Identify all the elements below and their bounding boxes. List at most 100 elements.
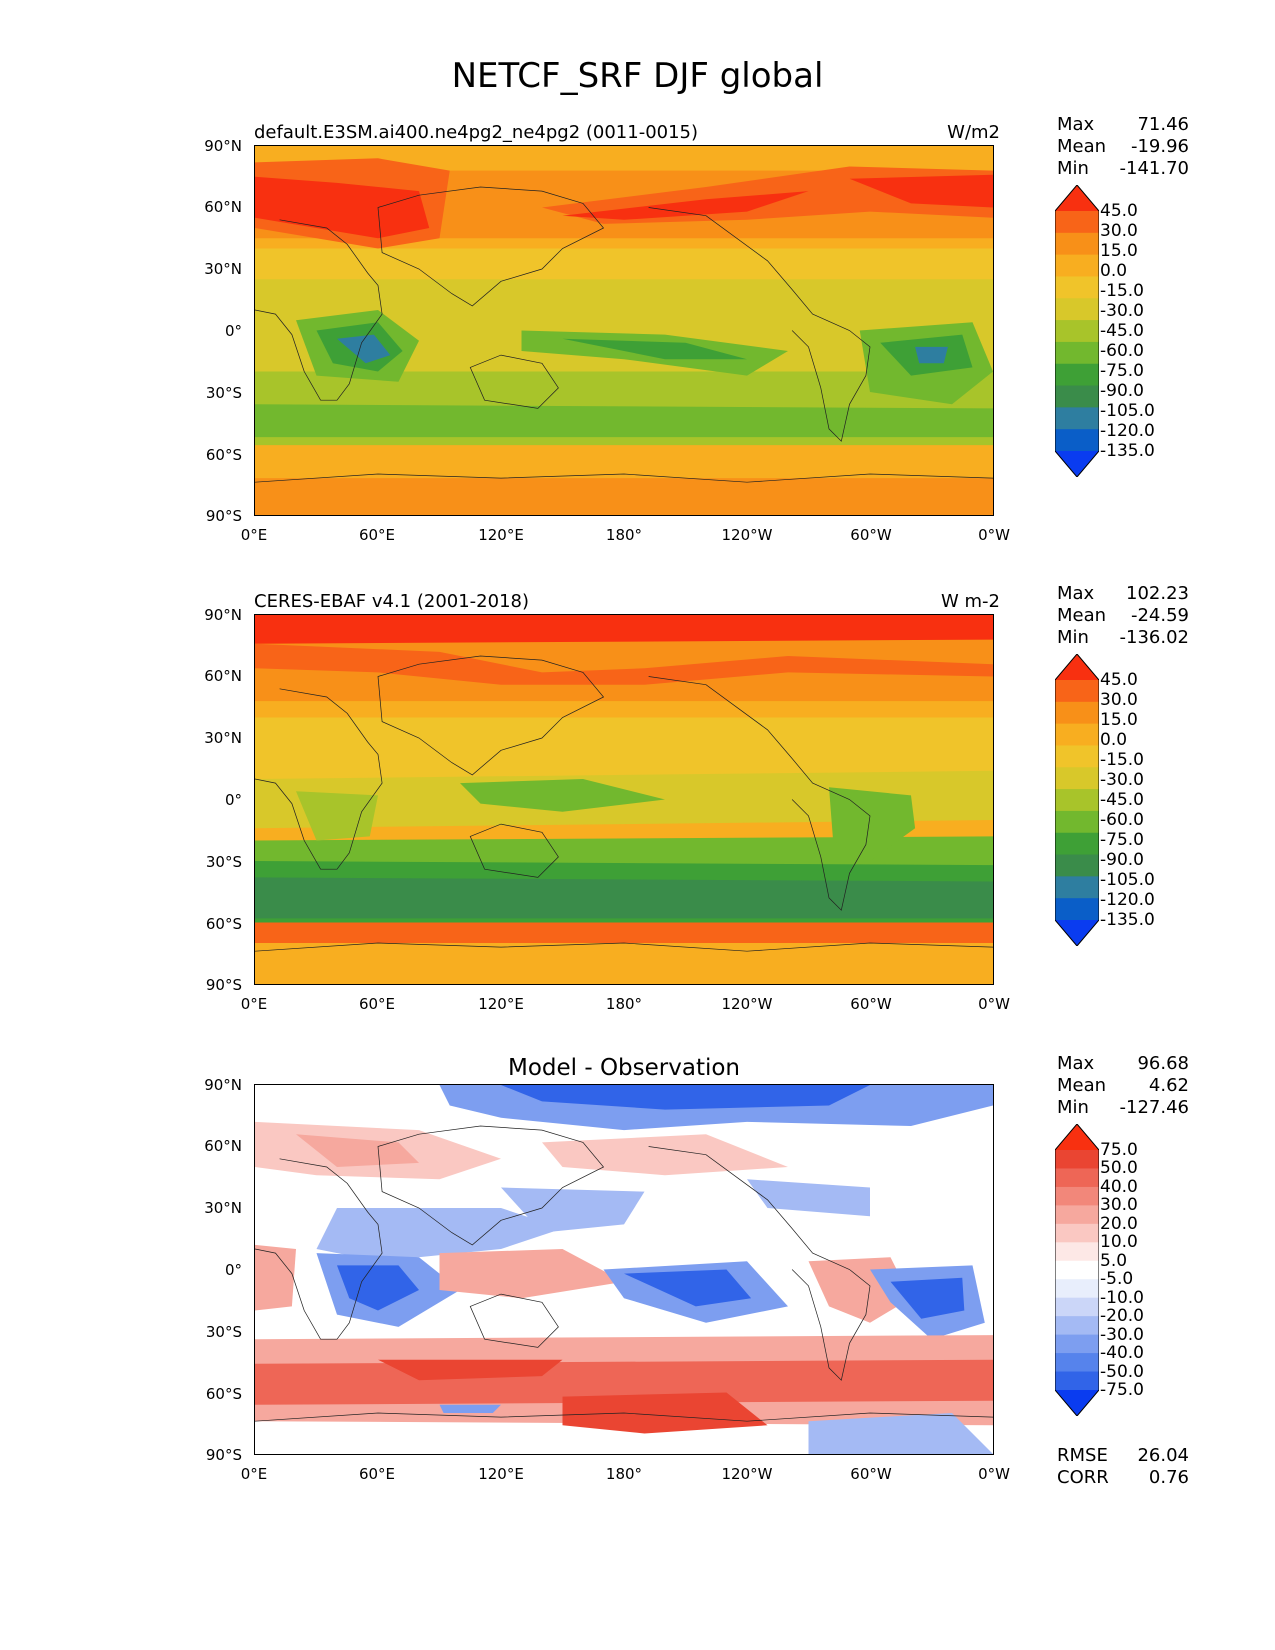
colorbar-tick-label: -135.0 (1100, 441, 1155, 461)
stat-mean: 4.62 (1148, 1075, 1189, 1096)
colorbar-tick-label: -60.0 (1100, 341, 1144, 361)
colorbar-segment (1055, 363, 1099, 387)
colorbar-tick-label: 45.0 (1100, 670, 1138, 690)
stat-min: -127.46 (1119, 1097, 1189, 1118)
x-tick: 180° (605, 995, 643, 1013)
y-tick: 30°N (204, 260, 242, 278)
map-plot (254, 1084, 994, 1455)
y-tick: 0° (224, 322, 242, 340)
y-tick: 0° (224, 1261, 242, 1279)
stat-label: Min (1057, 627, 1089, 648)
corr-value: 0.76 (1148, 1467, 1189, 1488)
map-field (255, 146, 993, 515)
y-tick: 30°S (205, 384, 242, 402)
y-tick: 90°N (204, 606, 242, 624)
colorbar-segment (1055, 1297, 1099, 1317)
colorbar-tick-label: 20.0 (1100, 1213, 1138, 1234)
metrics-block: RMSE 26.04 CORR 0.76 (1057, 1445, 1189, 1489)
colorbar-extend-min (1055, 920, 1099, 946)
colorbar-tick-label: 5.0 (1100, 1250, 1128, 1271)
colorbar-tick-label: -105.0 (1100, 870, 1155, 890)
stat-label: Min (1057, 158, 1089, 179)
colorbar-labels: 45.0 30.0 15.0 0.0 -15.0 -30.0 -45.0 -60.0 -75.0… (1100, 185, 1190, 477)
colorbar-extend-min (1055, 451, 1099, 477)
colorbar-segment (1055, 898, 1099, 921)
colorbar-segment (1055, 1186, 1099, 1206)
colorbar-tick-label: -15.0 (1100, 281, 1144, 301)
stats-block: Max 96.68 Mean 4.62 Min -127.46 (1057, 1053, 1189, 1119)
colorbar-tick-label: -30.0 (1100, 770, 1144, 790)
colorbar-segment (1055, 854, 1099, 877)
colorbar-tick-label: -75.0 (1100, 1380, 1144, 1400)
colorbar-segment (1055, 320, 1099, 343)
colorbar-tick-label: 50.0 (1100, 1158, 1138, 1179)
colorbar-extend-min (1055, 1390, 1099, 1416)
colorbar-segment (1055, 680, 1099, 703)
map-plot (254, 145, 994, 516)
y-tick: 60°S (205, 1385, 242, 1403)
stats-block: Max 71.46 Mean -19.96 Min -141.70 (1057, 114, 1189, 180)
metric-label: CORR (1057, 1467, 1109, 1488)
x-tick: 120°W (721, 1465, 773, 1483)
colorbar-segment (1055, 1223, 1099, 1243)
map-plot (254, 614, 994, 985)
colorbar-segment (1055, 745, 1099, 768)
x-tick: 60°W (850, 1465, 892, 1483)
colorbar-tick-label: -15.0 (1100, 750, 1144, 770)
colorbar (1055, 654, 1099, 946)
colorbar-extend-max (1055, 654, 1099, 680)
colorbar-segment (1055, 298, 1099, 321)
x-tick: 120°E (478, 995, 524, 1013)
figure-title: NETCF_SRF DJF global (451, 56, 824, 96)
y-tick: 60°N (204, 667, 242, 685)
colorbar-segment (1055, 1150, 1099, 1169)
metric-label: RMSE (1057, 1445, 1108, 1466)
colorbar-tick-label: -20.0 (1100, 1306, 1144, 1327)
stat-label: Max (1057, 583, 1095, 604)
x-tick: 0°W (978, 995, 1010, 1013)
y-tick: 0° (224, 791, 242, 809)
colorbar-tick-label: -50.0 (1100, 1361, 1144, 1382)
colorbar-segment (1055, 810, 1099, 834)
x-tick: 180° (605, 1465, 643, 1483)
colorbar-tick-label: -90.0 (1100, 381, 1144, 401)
colorbar-segment (1055, 876, 1099, 899)
panel-units: W m-2 (940, 591, 1000, 612)
y-tick: 90°N (204, 1076, 242, 1094)
stat-mean: -19.96 (1130, 136, 1189, 157)
panel-difference: Model - Observation (0, 1053, 1275, 1531)
colorbar-tick-label: 45.0 (1100, 201, 1138, 221)
y-tick: 90°N (204, 137, 242, 155)
colorbar-tick-label: -75.0 (1100, 361, 1144, 381)
stats-block: Max 102.23 Mean -24.59 Min -136.02 (1057, 583, 1189, 649)
y-tick: 90°S (205, 976, 242, 994)
colorbar-tick-label: -30.0 (1100, 1324, 1144, 1345)
colorbar-tick-label: -40.0 (1100, 1343, 1144, 1364)
colorbar-extend-max (1055, 185, 1099, 211)
panel-observation: CERES-EBAF v4.1 (2001-2018) W m-2 (0, 583, 1275, 1061)
panel-model: default.E3SM.ai400.ne4pg2_ne4pg2 (0011-0… (0, 114, 1275, 592)
map-field (255, 1085, 993, 1454)
colorbar-tick-label: -60.0 (1100, 810, 1144, 830)
colorbar-tick-label: 15.0 (1100, 241, 1138, 261)
stat-max: 102.23 (1126, 583, 1189, 604)
x-tick: 60°W (850, 995, 892, 1013)
colorbar-segment (1055, 276, 1099, 299)
colorbar-segment (1055, 832, 1099, 856)
colorbar-tick-label: 30.0 (1100, 1195, 1138, 1216)
y-tick: 30°S (205, 1323, 242, 1341)
colorbar-segment (1055, 232, 1099, 256)
y-tick: 30°S (205, 853, 242, 871)
colorbar-segment (1055, 789, 1099, 812)
stat-min: -141.70 (1119, 158, 1189, 179)
stat-label: Max (1057, 114, 1095, 135)
stat-label: Mean (1057, 605, 1107, 626)
x-tick: 0°W (978, 526, 1010, 544)
colorbar-tick-label: 75.0 (1100, 1140, 1138, 1160)
colorbar-segment (1055, 767, 1099, 790)
colorbar-tick-label: -90.0 (1100, 850, 1144, 870)
y-tick: 30°N (204, 729, 242, 747)
x-tick: 0°E (240, 995, 268, 1013)
colorbar-tick-label: 10.0 (1100, 1232, 1138, 1253)
colorbar-tick-label: 15.0 (1100, 710, 1138, 730)
